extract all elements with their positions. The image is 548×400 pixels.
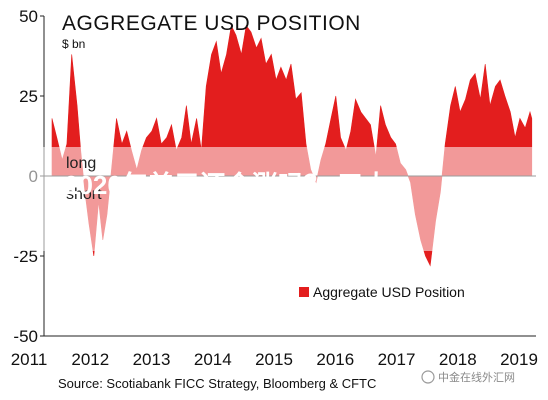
legend-label: Aggregate USD Position	[313, 284, 465, 300]
y-tick-label: 25	[19, 87, 38, 106]
overlay-headline: 2020年美元还会涨吗？ 三大	[64, 170, 389, 200]
y-tick-label: 50	[19, 7, 38, 26]
watermark-text: 中金在线外汇网	[438, 370, 515, 384]
x-tick-label: 2017	[378, 350, 416, 369]
x-tick-label: 2018	[439, 350, 477, 369]
x-tick-label: 2015	[255, 350, 293, 369]
x-tick-label: 2012	[71, 350, 109, 369]
chart-title: AGGREGATE USD POSITION	[62, 12, 361, 35]
y-tick-label: -50	[13, 327, 38, 346]
area-series-layer	[51, 24, 533, 267]
source-note: Source: Scotiabank FICC Strategy, Bloomb…	[58, 376, 376, 391]
series-area-aggregate-usd-position	[51, 24, 533, 267]
legend-swatch	[299, 287, 309, 297]
overlay-band	[0, 147, 548, 251]
side-label-long: long	[66, 155, 96, 172]
x-tick-labels: 2011 2012 2013 2014 2015 2016 2017 2018 2019	[11, 350, 538, 369]
x-tick-label: 2019	[500, 350, 538, 369]
side-label-short: short	[66, 186, 102, 203]
watermark: 中金在线外汇网	[421, 370, 515, 384]
x-tick-label: 2016	[316, 350, 354, 369]
x-tick-label: 2014	[194, 350, 232, 369]
x-tick-label: 2011	[11, 350, 48, 369]
y-unit-label: $ bn	[62, 37, 85, 51]
legend: Aggregate USD Position	[299, 284, 465, 300]
x-tick-label: 2013	[133, 350, 171, 369]
y-tick-label: -25	[13, 247, 38, 266]
watermark-logo-icon	[421, 370, 435, 384]
